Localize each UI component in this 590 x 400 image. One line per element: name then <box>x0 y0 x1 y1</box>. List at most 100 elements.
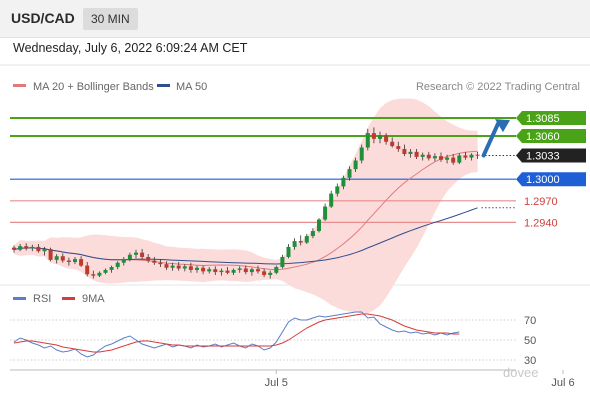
candle <box>335 183 340 197</box>
candle <box>469 153 474 161</box>
candle <box>42 246 47 256</box>
candle <box>213 266 218 275</box>
candle <box>329 190 334 208</box>
candle <box>237 266 242 273</box>
resistance-label-1.3085: 1.3085 <box>526 113 560 125</box>
forecast-arrow-head <box>495 119 510 133</box>
support-label-1.2940: 1.2940 <box>524 217 558 229</box>
candle <box>268 270 273 279</box>
ma20-legend-swatch <box>13 84 26 87</box>
bollinger-band <box>14 98 478 314</box>
candle <box>286 244 291 259</box>
forecast-arrow <box>481 119 510 158</box>
support-label-1.2970: 1.2970 <box>524 196 558 208</box>
pivot-tag-1.3000 <box>516 172 586 187</box>
candle <box>457 153 462 165</box>
candle <box>18 244 23 252</box>
candle <box>323 203 328 221</box>
candle <box>249 267 254 276</box>
candles <box>12 127 480 279</box>
research-watermark: Research © 2022 Trading Central <box>416 81 580 93</box>
candle <box>463 151 468 160</box>
candle <box>280 254 285 269</box>
candle <box>310 228 315 239</box>
chart-datetime: Wednesday, July 6, 2022 6:09:24 AM CET <box>13 41 248 55</box>
candle <box>262 268 267 278</box>
candle <box>219 268 224 276</box>
candle <box>24 243 29 251</box>
candle <box>134 249 138 259</box>
candle <box>158 259 163 268</box>
candle <box>231 268 236 275</box>
current-tag-1.3033 <box>516 148 586 163</box>
interval-button[interactable]: 30 MIN <box>83 8 138 30</box>
candle <box>60 253 65 263</box>
rsi-legend-label: RSI <box>33 293 51 305</box>
candle <box>182 264 187 272</box>
9ma-line <box>13 313 460 353</box>
resistance-tag-1.3060 <box>516 129 586 143</box>
candle <box>256 265 260 274</box>
candle <box>176 262 181 271</box>
rsi-panel: 70 50 30 <box>10 311 536 367</box>
current-label-1.3033: 1.3033 <box>526 150 560 162</box>
candle <box>451 154 456 165</box>
bollinger-band-area <box>14 98 478 314</box>
candle <box>164 261 169 270</box>
rsi-tick-30: 30 <box>524 355 536 367</box>
candle <box>66 257 71 266</box>
candle <box>274 265 279 275</box>
candle <box>353 157 358 172</box>
candle <box>201 265 206 275</box>
candle <box>140 249 145 260</box>
level-labels: 1.3085 1.3060 1.3033 1.3000 1.2970 1.2940 <box>516 111 586 229</box>
candle <box>36 244 41 253</box>
candle <box>103 268 108 275</box>
rsi-tick-50: 50 <box>524 335 536 347</box>
candle <box>243 265 248 275</box>
price-legend: MA 20 + Bollinger Bands MA 50 <box>13 81 207 93</box>
candle <box>378 131 382 144</box>
candle <box>115 261 120 270</box>
candle <box>188 262 193 273</box>
ma50-legend-swatch <box>157 84 170 87</box>
candle <box>439 152 443 162</box>
candle <box>390 137 395 148</box>
ma9-legend-swatch <box>62 297 75 300</box>
candle <box>109 265 114 273</box>
candle <box>359 144 364 164</box>
forecast-arrow-shaft <box>481 121 500 158</box>
candle <box>371 127 376 144</box>
candle <box>85 262 90 277</box>
rsi-line <box>13 311 460 358</box>
candle <box>91 270 96 279</box>
candle <box>432 153 437 162</box>
candle <box>414 148 419 160</box>
candle <box>426 151 431 161</box>
candle <box>48 247 53 262</box>
candle <box>402 144 407 157</box>
rsi-legend-swatch <box>13 297 26 300</box>
price-levels <box>10 117 516 223</box>
candle <box>170 262 175 271</box>
candle <box>475 151 480 160</box>
candle <box>365 128 370 151</box>
candle <box>127 252 132 262</box>
candle <box>146 254 151 263</box>
ma50-legend-label: MA 50 <box>176 81 207 93</box>
candle <box>152 256 157 265</box>
candle <box>304 233 309 244</box>
candle <box>207 267 212 274</box>
rsi-legend: RSI 9MA <box>13 293 105 305</box>
candle <box>408 148 413 158</box>
candle <box>54 254 59 264</box>
candle <box>298 235 303 246</box>
symbol-label: USD/CAD <box>11 10 75 26</box>
ma20-legend-label: MA 20 + Bollinger Bands <box>33 81 154 93</box>
candle <box>73 256 77 265</box>
brand-watermark: dovee <box>503 365 538 380</box>
ma9-legend-label: 9MA <box>82 293 105 305</box>
candle <box>420 152 425 161</box>
candle <box>347 166 352 181</box>
